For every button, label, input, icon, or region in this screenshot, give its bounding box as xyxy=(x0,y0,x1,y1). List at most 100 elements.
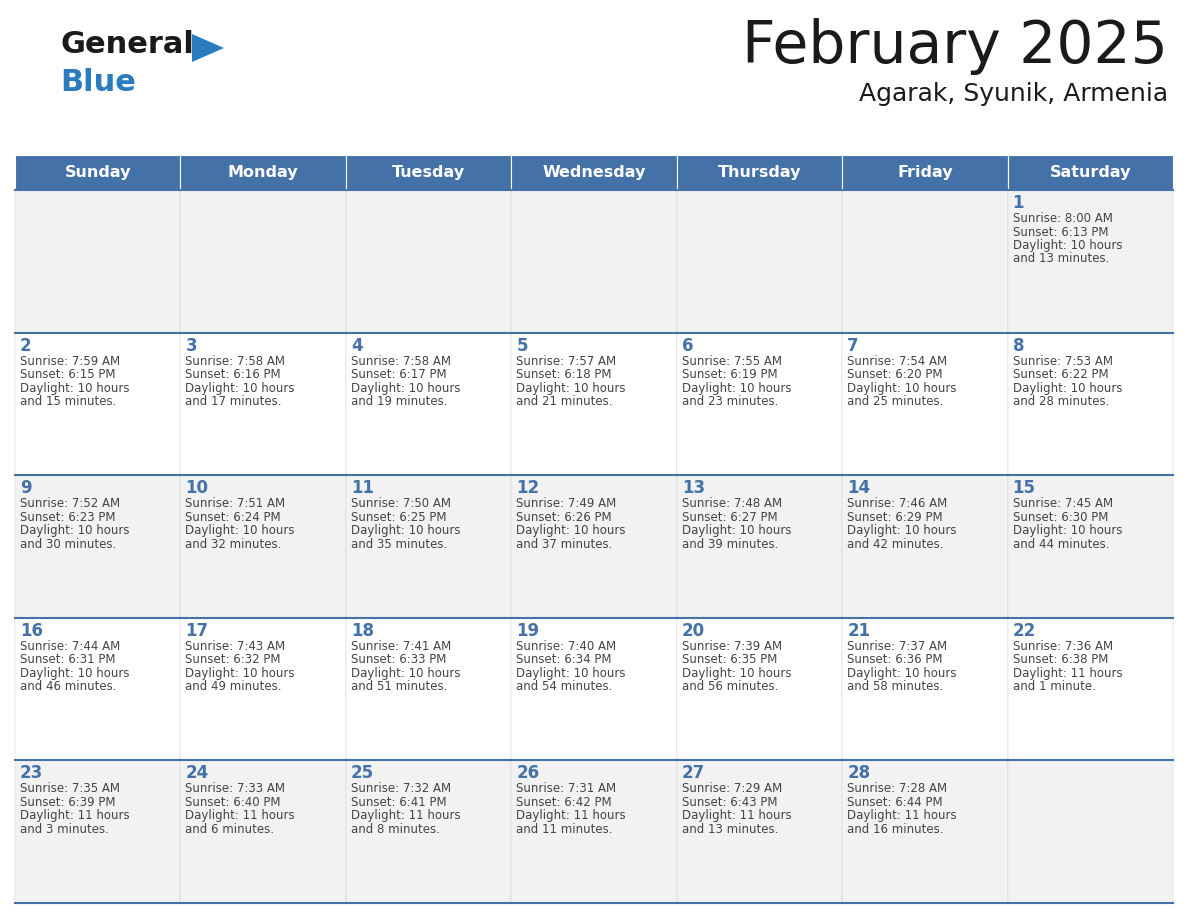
Text: 17: 17 xyxy=(185,621,209,640)
Text: Sunrise: 7:29 AM: Sunrise: 7:29 AM xyxy=(682,782,782,795)
Text: Daylight: 10 hours: Daylight: 10 hours xyxy=(847,382,956,395)
Bar xyxy=(677,332,842,476)
Bar xyxy=(842,618,1007,760)
Text: Sunset: 6:31 PM: Sunset: 6:31 PM xyxy=(20,654,115,666)
Text: and 8 minutes.: and 8 minutes. xyxy=(350,823,440,836)
Text: and 6 minutes.: and 6 minutes. xyxy=(185,823,274,836)
Text: General: General xyxy=(61,30,194,59)
Text: 18: 18 xyxy=(350,621,374,640)
Text: Sunset: 6:25 PM: Sunset: 6:25 PM xyxy=(350,510,447,523)
Text: Wednesday: Wednesday xyxy=(542,165,646,180)
Text: Daylight: 10 hours: Daylight: 10 hours xyxy=(847,666,956,680)
Text: Sunset: 6:34 PM: Sunset: 6:34 PM xyxy=(517,654,612,666)
Text: Daylight: 10 hours: Daylight: 10 hours xyxy=(350,524,461,537)
Text: 1: 1 xyxy=(1012,194,1024,212)
Text: and 42 minutes.: and 42 minutes. xyxy=(847,538,943,551)
Text: Daylight: 10 hours: Daylight: 10 hours xyxy=(350,382,461,395)
Text: 3: 3 xyxy=(185,337,197,354)
Text: Sunrise: 7:33 AM: Sunrise: 7:33 AM xyxy=(185,782,285,795)
Text: and 13 minutes.: and 13 minutes. xyxy=(1012,252,1108,265)
Text: Sunrise: 7:54 AM: Sunrise: 7:54 AM xyxy=(847,354,947,367)
Text: Daylight: 10 hours: Daylight: 10 hours xyxy=(185,382,295,395)
Text: 8: 8 xyxy=(1012,337,1024,354)
Text: Daylight: 10 hours: Daylight: 10 hours xyxy=(517,524,626,537)
Text: Sunrise: 7:53 AM: Sunrise: 7:53 AM xyxy=(1012,354,1113,367)
Text: 21: 21 xyxy=(847,621,871,640)
Text: Sunset: 6:18 PM: Sunset: 6:18 PM xyxy=(517,368,612,381)
Text: Daylight: 10 hours: Daylight: 10 hours xyxy=(20,524,129,537)
Text: Sunrise: 7:51 AM: Sunrise: 7:51 AM xyxy=(185,498,285,510)
Text: and 54 minutes.: and 54 minutes. xyxy=(517,680,613,693)
Text: and 13 minutes.: and 13 minutes. xyxy=(682,823,778,836)
Text: Sunrise: 7:50 AM: Sunrise: 7:50 AM xyxy=(350,498,451,510)
Text: Sunrise: 7:32 AM: Sunrise: 7:32 AM xyxy=(350,782,451,795)
Text: Sunrise: 7:43 AM: Sunrise: 7:43 AM xyxy=(185,640,285,653)
Bar xyxy=(346,618,511,760)
Text: Sunrise: 7:49 AM: Sunrise: 7:49 AM xyxy=(517,498,617,510)
Bar xyxy=(842,190,1007,332)
Text: Sunrise: 7:40 AM: Sunrise: 7:40 AM xyxy=(517,640,617,653)
Text: Daylight: 11 hours: Daylight: 11 hours xyxy=(517,810,626,823)
Text: 24: 24 xyxy=(185,765,209,782)
Bar xyxy=(511,760,677,903)
Text: Sunday: Sunday xyxy=(64,165,131,180)
Text: Sunrise: 8:00 AM: Sunrise: 8:00 AM xyxy=(1012,212,1112,225)
Text: and 3 minutes.: and 3 minutes. xyxy=(20,823,109,836)
Text: Sunrise: 7:45 AM: Sunrise: 7:45 AM xyxy=(1012,498,1113,510)
Text: Sunset: 6:20 PM: Sunset: 6:20 PM xyxy=(847,368,942,381)
Text: Sunset: 6:40 PM: Sunset: 6:40 PM xyxy=(185,796,280,809)
Text: Daylight: 10 hours: Daylight: 10 hours xyxy=(682,382,791,395)
Bar xyxy=(842,760,1007,903)
Text: Tuesday: Tuesday xyxy=(392,165,466,180)
Text: and 30 minutes.: and 30 minutes. xyxy=(20,538,116,551)
Bar xyxy=(511,618,677,760)
Text: and 1 minute.: and 1 minute. xyxy=(1012,680,1095,693)
Text: Daylight: 10 hours: Daylight: 10 hours xyxy=(20,666,129,680)
Text: 19: 19 xyxy=(517,621,539,640)
Text: Sunset: 6:15 PM: Sunset: 6:15 PM xyxy=(20,368,115,381)
Text: Sunset: 6:32 PM: Sunset: 6:32 PM xyxy=(185,654,280,666)
Text: Sunset: 6:41 PM: Sunset: 6:41 PM xyxy=(350,796,447,809)
Text: 14: 14 xyxy=(847,479,871,498)
Text: Sunset: 6:44 PM: Sunset: 6:44 PM xyxy=(847,796,943,809)
Text: 27: 27 xyxy=(682,765,704,782)
Text: 15: 15 xyxy=(1012,479,1036,498)
Text: Sunrise: 7:57 AM: Sunrise: 7:57 AM xyxy=(517,354,617,367)
Text: Sunset: 6:38 PM: Sunset: 6:38 PM xyxy=(1012,654,1108,666)
Text: and 56 minutes.: and 56 minutes. xyxy=(682,680,778,693)
Text: Daylight: 10 hours: Daylight: 10 hours xyxy=(1012,239,1123,252)
Text: and 46 minutes.: and 46 minutes. xyxy=(20,680,116,693)
Text: Sunrise: 7:59 AM: Sunrise: 7:59 AM xyxy=(20,354,120,367)
Text: Sunset: 6:39 PM: Sunset: 6:39 PM xyxy=(20,796,115,809)
Text: 26: 26 xyxy=(517,765,539,782)
Text: Thursday: Thursday xyxy=(718,165,801,180)
Text: 4: 4 xyxy=(350,337,362,354)
Polygon shape xyxy=(192,34,225,62)
Text: Daylight: 10 hours: Daylight: 10 hours xyxy=(517,382,626,395)
Text: and 11 minutes.: and 11 minutes. xyxy=(517,823,613,836)
Text: and 19 minutes.: and 19 minutes. xyxy=(350,395,448,409)
Text: and 58 minutes.: and 58 minutes. xyxy=(847,680,943,693)
Text: Sunrise: 7:58 AM: Sunrise: 7:58 AM xyxy=(350,354,451,367)
Text: Sunset: 6:16 PM: Sunset: 6:16 PM xyxy=(185,368,282,381)
Text: Sunset: 6:33 PM: Sunset: 6:33 PM xyxy=(350,654,447,666)
Text: and 28 minutes.: and 28 minutes. xyxy=(1012,395,1108,409)
Text: 2: 2 xyxy=(20,337,32,354)
Bar xyxy=(181,190,346,332)
Text: Sunrise: 7:48 AM: Sunrise: 7:48 AM xyxy=(682,498,782,510)
Text: Sunset: 6:29 PM: Sunset: 6:29 PM xyxy=(847,510,943,523)
Text: Daylight: 10 hours: Daylight: 10 hours xyxy=(682,524,791,537)
Text: and 32 minutes.: and 32 minutes. xyxy=(185,538,282,551)
Text: 6: 6 xyxy=(682,337,694,354)
Bar xyxy=(511,476,677,618)
Bar xyxy=(1007,190,1173,332)
Text: and 44 minutes.: and 44 minutes. xyxy=(1012,538,1110,551)
Bar xyxy=(677,155,842,190)
Text: Sunset: 6:22 PM: Sunset: 6:22 PM xyxy=(1012,368,1108,381)
Text: Sunset: 6:30 PM: Sunset: 6:30 PM xyxy=(1012,510,1108,523)
Bar xyxy=(181,476,346,618)
Bar xyxy=(15,476,181,618)
Text: 11: 11 xyxy=(350,479,374,498)
Bar xyxy=(677,618,842,760)
Text: and 23 minutes.: and 23 minutes. xyxy=(682,395,778,409)
